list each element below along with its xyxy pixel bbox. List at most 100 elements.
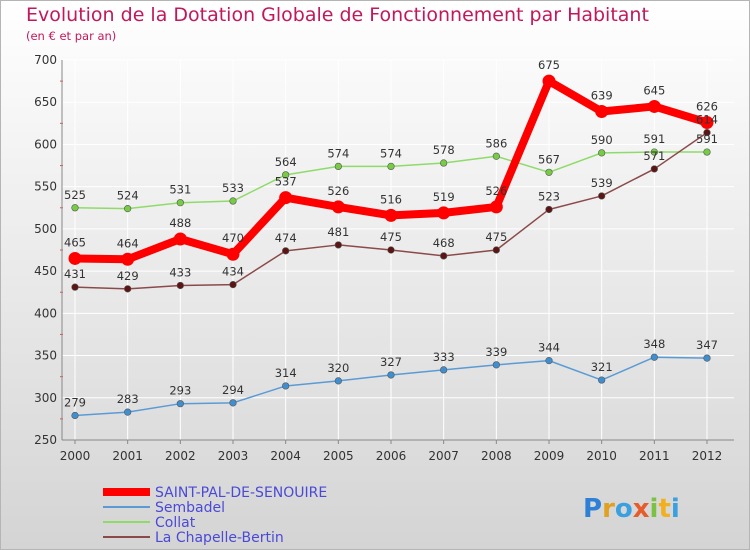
data-label-saint-pal-de-senouire-2000: 465 — [64, 235, 86, 249]
point-la-chapelle-bertin-2007 — [440, 252, 448, 260]
data-label-saint-pal-de-senouire-2007: 519 — [433, 190, 455, 204]
point-la-chapelle-bertin-2002 — [176, 281, 184, 290]
data-label-la-chapelle-bertin-2003: 434 — [222, 265, 244, 279]
data-label-sembadel-2012: 347 — [696, 338, 718, 352]
legend-label-collat: Collat — [155, 515, 196, 531]
data-label-la-chapelle-bertin-2006: 475 — [380, 230, 402, 244]
legend-label-sembadel: Sembadel — [155, 500, 225, 516]
data-label-la-chapelle-bertin-2004: 474 — [275, 231, 297, 245]
proxiti-logo: Proxiti — [583, 494, 680, 524]
point-collat-2012 — [703, 148, 711, 156]
point-saint-pal-de-senouire-2007 — [437, 206, 451, 220]
data-labels: 279 283 293 294 314 320 327 333 339 344 321 348 347 5… — [64, 58, 718, 409]
data-label-sembadel-2011: 348 — [643, 337, 665, 351]
point-saint-pal-de-senouire-2000 — [68, 251, 82, 265]
point-sembadel-2007 — [440, 366, 448, 374]
data-label-collat-2010: 590 — [591, 133, 613, 147]
point-saint-pal-de-senouire-2006 — [384, 208, 398, 222]
point-saint-pal-de-senouire-2005 — [331, 200, 345, 214]
data-label-la-chapelle-bertin-2000: 431 — [64, 267, 86, 281]
data-label-collat-2009: 567 — [538, 152, 560, 166]
point-la-chapelle-bertin-2011 — [650, 165, 658, 173]
data-label-saint-pal-de-senouire-2001: 464 — [117, 236, 139, 250]
x-tick-label-2005: 2005 — [323, 449, 354, 463]
point-collat-2008 — [492, 152, 500, 160]
point-sembadel-2002 — [176, 400, 184, 408]
data-label-saint-pal-de-senouire-2009: 675 — [538, 58, 560, 72]
data-label-collat-2001: 524 — [117, 189, 139, 203]
point-collat-2002 — [176, 199, 184, 207]
data-label-sembadel-2007: 333 — [433, 350, 455, 364]
point-saint-pal-de-senouire-2010 — [595, 105, 609, 119]
point-la-chapelle-bertin-2000 — [71, 283, 79, 291]
x-tick-label-2004: 2004 — [270, 449, 301, 463]
data-label-saint-pal-de-senouire-2005: 526 — [327, 184, 349, 198]
y-tick-label-400: 400 — [34, 306, 57, 320]
point-la-chapelle-bertin-2006 — [387, 246, 395, 254]
point-saint-pal-de-senouire-2011 — [647, 99, 661, 113]
data-label-saint-pal-de-senouire-2003: 470 — [222, 231, 244, 245]
data-label-sembadel-2010: 321 — [591, 360, 613, 374]
y-tick-label-350: 350 — [34, 349, 57, 363]
data-label-saint-pal-de-senouire-2011: 645 — [643, 83, 665, 97]
data-label-collat-2006: 574 — [380, 146, 402, 160]
data-label-la-chapelle-bertin-2005: 481 — [327, 225, 349, 239]
data-label-sembadel-2001: 283 — [117, 392, 139, 406]
y-tick-label-250: 250 — [34, 433, 57, 447]
data-label-la-chapelle-bertin-2002: 433 — [169, 265, 191, 279]
x-tick-label-2010: 2010 — [586, 449, 617, 463]
data-label-saint-pal-de-senouire-2008: 526 — [485, 184, 507, 198]
point-sembadel-2008 — [492, 361, 500, 369]
point-la-chapelle-bertin-2004 — [282, 247, 290, 255]
data-label-la-chapelle-bertin-2009: 523 — [538, 189, 560, 203]
data-label-la-chapelle-bertin-2012: 614 — [696, 113, 718, 127]
point-sembadel-2005 — [334, 377, 342, 385]
data-label-saint-pal-de-senouire-2006: 516 — [380, 192, 402, 206]
legend-label-la-chapelle-bertin: La Chapelle-Bertin — [155, 530, 284, 546]
point-sembadel-2009 — [545, 357, 553, 365]
point-la-chapelle-bertin-2001 — [124, 285, 132, 293]
point-saint-pal-de-senouire-2012 — [700, 115, 714, 129]
data-label-collat-2007: 578 — [433, 143, 455, 157]
x-tick-label-2000: 2000 — [60, 449, 91, 463]
point-saint-pal-de-senouire-2009 — [542, 74, 556, 88]
data-label-la-chapelle-bertin-2007: 468 — [433, 236, 455, 250]
data-label-sembadel-2004: 314 — [275, 366, 297, 380]
data-label-sembadel-2006: 327 — [380, 355, 402, 369]
point-sembadel-2011 — [650, 353, 658, 361]
data-label-collat-2003: 533 — [222, 181, 244, 195]
y-tick-label-450: 450 — [34, 264, 57, 278]
data-label-sembadel-2009: 344 — [538, 341, 560, 355]
series — [68, 74, 714, 420]
data-label-la-chapelle-bertin-2010: 539 — [591, 176, 613, 190]
chart-subtitle: (en € et par an) — [26, 29, 116, 43]
point-collat-2005 — [334, 162, 342, 170]
x-tick-label-2006: 2006 — [376, 449, 407, 463]
x-tick-label-2002: 2002 — [165, 449, 196, 463]
data-label-sembadel-2008: 339 — [485, 345, 507, 359]
x-tick-label-2007: 2007 — [428, 449, 459, 463]
point-saint-pal-de-senouire-2004 — [279, 191, 293, 205]
y-tick-label-650: 650 — [34, 95, 57, 109]
point-sembadel-2000 — [71, 411, 79, 420]
logo-text: Proxiti — [583, 494, 680, 524]
point-sembadel-2003 — [229, 399, 237, 407]
y-tick-label-300: 300 — [34, 391, 57, 405]
data-label-collat-2011: 591 — [643, 132, 665, 146]
point-collat-2010 — [598, 149, 606, 157]
data-label-la-chapelle-bertin-2008: 475 — [485, 230, 507, 244]
chart-title: Evolution de la Dotation Globale de Fonc… — [26, 4, 649, 26]
x-tick-label-2009: 2009 — [534, 449, 565, 463]
data-label-collat-2005: 574 — [327, 146, 349, 160]
data-label-saint-pal-de-senouire-2004: 537 — [275, 175, 297, 189]
point-sembadel-2004 — [282, 382, 290, 390]
data-label-collat-2004: 564 — [275, 155, 297, 169]
point-collat-2000 — [71, 204, 79, 212]
point-collat-2011 — [650, 148, 658, 156]
point-collat-2007 — [440, 159, 448, 167]
point-la-chapelle-bertin-2005 — [334, 241, 342, 249]
y-tick-label-550: 550 — [34, 180, 57, 194]
